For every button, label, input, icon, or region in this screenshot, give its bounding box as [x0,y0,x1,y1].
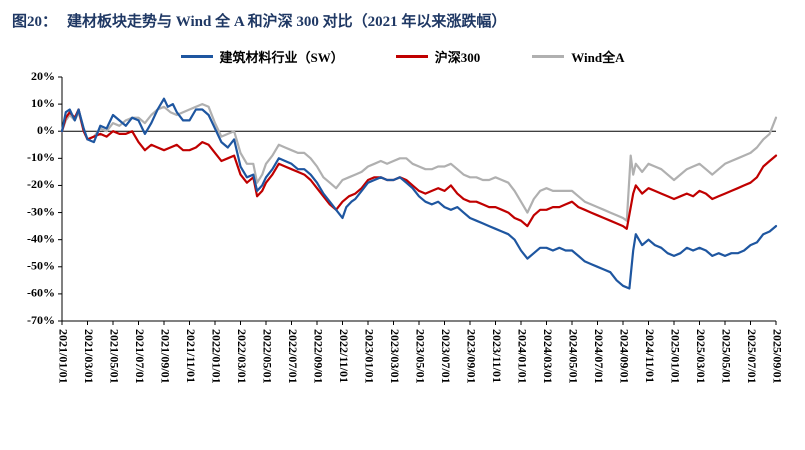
legend-label-wind-all-a: Wind全A [571,49,625,65]
x-tick-label: 2023/09/01 [464,329,478,384]
y-tick-label: -60% [27,286,55,300]
chart-area: 20% 10% 0% -10% -20% -30% -40% -50% -60% -70% 2021… [0,67,805,419]
y-tick-label: -30% [27,204,55,218]
line-chart: 20%10%0%-10%-20%-30%-40%-50%-60%-70%2021… [27,69,784,384]
x-tick-label: 2022/03/01 [235,329,249,384]
x-tick-label: 2022/07/01 [286,329,300,384]
x-tick-label: 2025/09/01 [770,329,784,384]
x-tick-label: 2025/07/01 [745,329,759,384]
x-tick-label: 2021/03/01 [82,329,96,384]
series-line-sw-building-materials [60,97,778,290]
legend-line-swatch-csi300 [395,54,428,58]
x-tick-label: 2025/05/01 [719,329,733,384]
legend-item-sw-building-materials: 建筑材料行业（SW） [180,47,344,66]
y-tick-label: 10% [31,96,55,110]
y-tick-label: -50% [27,259,55,273]
legend-label-sw-building-materials: 建筑材料行业（SW） [219,49,344,65]
x-tick-label: 2021/07/01 [133,329,147,384]
legend-item-wind-all-a: Wind全A [532,47,624,66]
legend-item-csi300: 沪深300 [395,47,481,66]
x-tick-label: 2022/01/01 [209,329,223,384]
x-tick-label: 2025/03/01 [694,329,708,384]
figure-title-text: 建材板块走势与 Wind 全 A 和沪深 300 对比（2021 年以来涨跌幅） [67,14,507,30]
x-tick-label: 2024/09/01 [617,329,631,384]
x-tick-label: 2022/09/01 [311,329,325,384]
x-tick-label: 2025/01/01 [668,329,682,384]
legend-line-swatch-sw-building-materials [180,54,213,58]
x-tick-label: 2024/03/01 [541,329,555,384]
x-tick-label: 2023/01/01 [362,329,376,384]
x-tick-label: 2024/01/01 [515,329,529,384]
chart-legend: 建筑材料行业（SW） 沪深300 Wind全A [0,47,805,65]
x-tick-label: 2023/03/01 [388,329,402,384]
y-tick-label: -20% [27,177,55,191]
figure-title: 图20： 建材板块走势与 Wind 全 A 和沪深 300 对比（2021 年以来… [0,0,805,31]
figure-number: 图20： [12,14,58,30]
x-tick-label: 2024/07/01 [592,329,606,384]
x-tick-label: 2021/05/01 [107,329,121,384]
legend-line-swatch-wind-all-a [532,54,565,58]
y-tick-label: 20% [31,69,55,83]
y-tick-label: -70% [27,313,55,327]
y-tick-label: -10% [27,150,55,164]
legend-label-csi300: 沪深300 [434,49,481,65]
y-tick-label: -40% [27,231,55,245]
x-tick-label: 2024/05/01 [566,329,580,384]
x-tick-label: 2021/11/01 [184,329,198,383]
x-tick-label: 2023/07/01 [439,329,453,384]
x-tick-label: 2021/09/01 [158,329,172,384]
x-tick-label: 2023/05/01 [413,329,427,384]
x-tick-label: 2022/11/01 [337,329,351,383]
x-tick-label: 2021/01/01 [56,329,70,384]
series-line-wind-all-a [60,102,778,222]
x-tick-label: 2024/11/01 [643,329,657,383]
y-tick-label: 0% [37,123,55,137]
series-line-csi300 [60,108,778,230]
x-tick-label: 2023/11/01 [490,329,504,383]
x-tick-label: 2022/05/01 [260,329,274,384]
